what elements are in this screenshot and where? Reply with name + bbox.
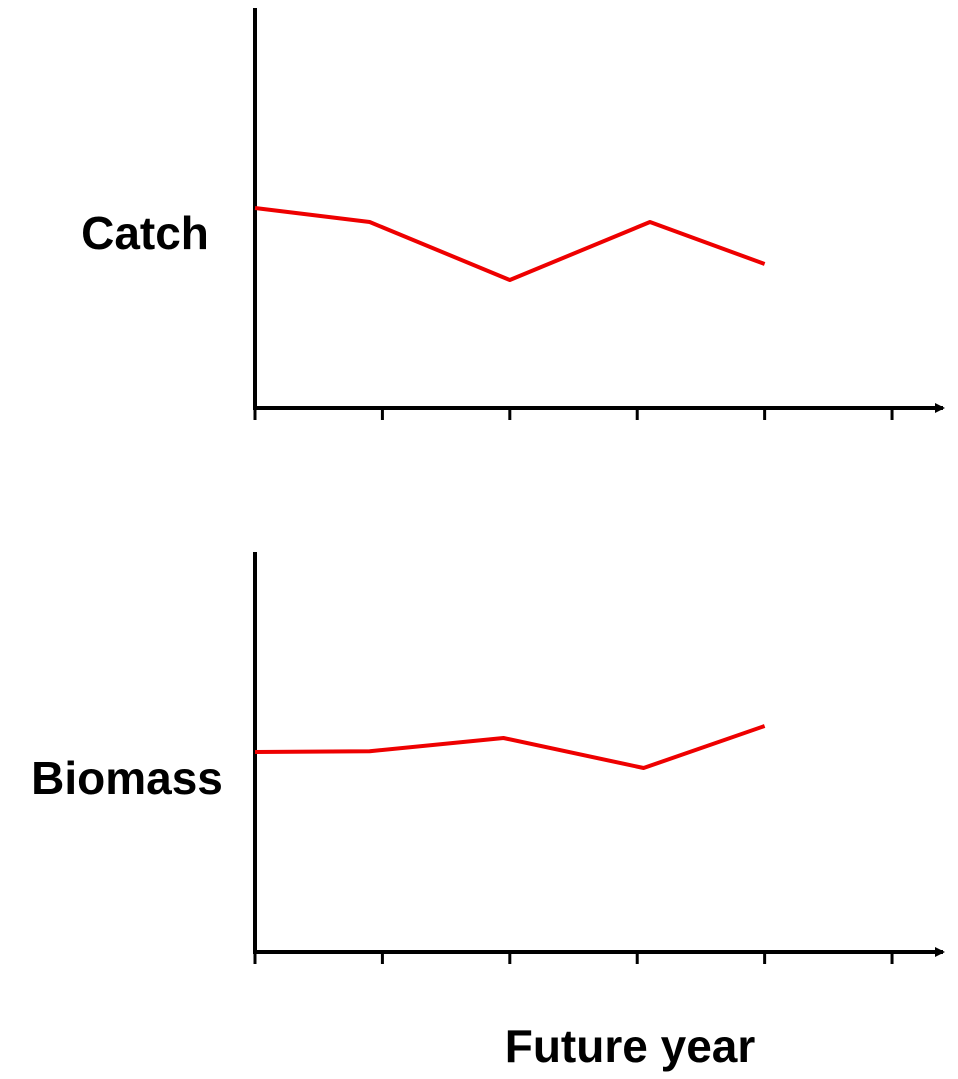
x-axis-label: Future year — [505, 1020, 756, 1072]
y-axis-label: Biomass — [31, 752, 223, 804]
data-line — [254, 724, 766, 770]
data-line — [254, 206, 766, 282]
y-axis-label: Catch — [81, 207, 209, 259]
